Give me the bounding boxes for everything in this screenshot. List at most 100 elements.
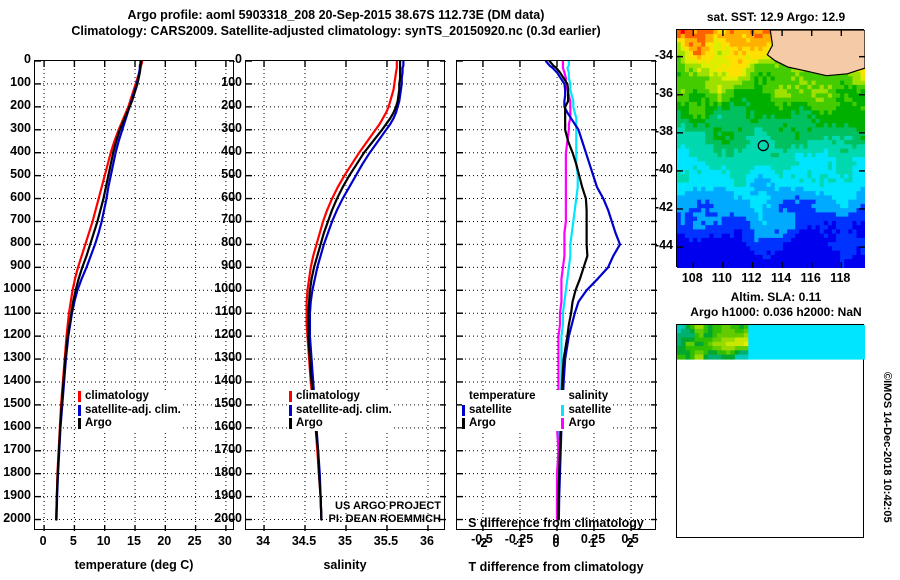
lon-tick-118: 118 — [830, 271, 851, 285]
lat-tick--36: -36 — [654, 85, 673, 100]
depth-tick-300: 300 — [221, 120, 242, 135]
lat-tick--40: -40 — [654, 161, 673, 176]
xtick-5: 5 — [69, 534, 77, 548]
difference-legend-heading: temperature — [469, 390, 536, 402]
depth-tick-400: 400 — [10, 143, 31, 158]
depth-tick-1400: 1400 — [214, 372, 242, 387]
depth-tick-0: 0 — [235, 52, 242, 66]
depth-tick-1500: 1500 — [3, 395, 31, 410]
depth-tick-1300: 1300 — [3, 350, 31, 365]
depth-tick-0: 0 — [24, 52, 31, 66]
depth-tick-1200: 1200 — [214, 327, 242, 342]
depth-tick-1600: 1600 — [214, 418, 242, 433]
temperature-legend-item-label: climatology — [85, 390, 149, 402]
copyright-watermark: ©IMOS 14-Dec-2018 10:42:05 — [881, 372, 893, 523]
depth-tick-1400: 1400 — [3, 372, 31, 387]
xtick-20: 20 — [157, 534, 172, 548]
sst-map-panel — [676, 29, 865, 268]
lon-tick-112: 112 — [741, 271, 762, 285]
xtick-35.5: 35.5 — [373, 534, 399, 548]
salinity-legend-item-label: satellite-adj. clim. — [296, 403, 392, 416]
depth-tick-1000: 1000 — [3, 281, 31, 296]
temperature-legend: climatology satellite-adj. clim. Argo — [78, 390, 181, 431]
xtick-25: 25 — [187, 534, 202, 548]
salinity-axis-label: salinity — [323, 558, 367, 572]
lon-tick-110: 110 — [711, 271, 732, 285]
sla-map-panel — [676, 324, 865, 538]
difference-legend-heading: salinity — [568, 390, 609, 402]
xtick-35: 35 — [338, 534, 352, 548]
legend-swatch-icon — [78, 404, 81, 416]
sdiff-tick-0.25: 0.25 — [580, 532, 606, 546]
legend-swatch-icon — [78, 418, 81, 430]
depth-tick-1600: 1600 — [3, 418, 31, 433]
legend-swatch-icon — [289, 404, 292, 416]
salinity-legend-item-label: Argo — [296, 417, 323, 429]
temperature-legend-item-row: Argo — [78, 417, 181, 431]
depth-tick-700: 700 — [221, 212, 242, 227]
depth-tick-1800: 1800 — [3, 464, 31, 479]
project-attribution: US ARGO PROJECT — [335, 500, 441, 512]
salinity-legend: climatology satellite-adj. clim. Argo — [289, 390, 392, 431]
xtick-15: 15 — [127, 534, 141, 548]
depth-tick-1100: 1100 — [3, 304, 31, 319]
depth-tick-500: 500 — [10, 166, 31, 181]
difference-legend-item-row: Argo — [462, 417, 535, 431]
depth-tick-1500: 1500 — [214, 395, 242, 410]
lon-tick-114: 114 — [771, 271, 792, 285]
tdiff-tick-1: 1 — [589, 536, 597, 550]
sdiff-tick-0.5: 0.5 — [621, 532, 639, 546]
legend-swatch-icon — [561, 418, 565, 430]
temperature-legend-item-row: climatology — [78, 390, 181, 404]
xtick-34.5: 34.5 — [291, 534, 317, 548]
legend-swatch-icon — [289, 418, 292, 430]
depth-tick-600: 600 — [10, 189, 31, 204]
sla-map-title-line2: Argo h1000: 0.036 h2000: NaN — [690, 305, 862, 319]
xtick-0: 0 — [39, 534, 47, 548]
depth-tick-1900: 1900 — [3, 487, 31, 502]
depth-tick-900: 900 — [10, 258, 31, 273]
tdiff-tick-2: 2 — [626, 536, 634, 550]
temperature-axis-label: temperature (deg C) — [74, 558, 194, 572]
lon-tick-108: 108 — [681, 271, 703, 285]
lat-tick--38: -38 — [654, 123, 673, 138]
temperature-legend-item-label: Argo — [85, 417, 112, 429]
xtick-10: 10 — [96, 534, 111, 548]
sla-map-title-line1: Altim. SLA: 0.11 — [730, 290, 822, 304]
difference-legend-item-label: Argo — [568, 417, 596, 429]
page-title-line2: Climatology: CARS2009. Satellite-adjuste… — [71, 24, 601, 38]
depth-tick-500: 500 — [221, 166, 242, 181]
depth-tick-2000: 2000 — [3, 510, 31, 525]
lon-tick-116: 116 — [800, 271, 821, 285]
tdiff-tick--1: -1 — [513, 536, 525, 550]
difference-legend-item-label: satellite — [469, 403, 512, 416]
depth-tick-300: 300 — [10, 120, 31, 135]
salinity-legend-item-label: climatology — [296, 390, 360, 402]
temperature-difference-axis-label: T difference from climatology — [468, 560, 644, 574]
sdiff-tick-0: 0 — [552, 532, 560, 546]
legend-swatch-icon — [78, 391, 81, 403]
difference-legend-column: salinity satellite Argo — [561, 390, 611, 431]
difference-legend-column: temperature satellite Argo — [462, 390, 535, 431]
lat-tick--44: -44 — [654, 238, 673, 253]
temperature-profile-panel — [34, 60, 235, 531]
legend-swatch-icon — [561, 404, 565, 416]
depth-tick-1100: 1100 — [214, 304, 242, 319]
salinity-difference-axis-label: S difference from climatology — [468, 516, 644, 530]
depth-tick-900: 900 — [221, 258, 242, 273]
depth-tick-1200: 1200 — [3, 327, 31, 342]
difference-profile-panel — [456, 60, 657, 531]
salinity-legend-item-row: climatology — [289, 390, 392, 404]
temperature-legend-item-row: satellite-adj. clim. — [78, 404, 181, 418]
depth-tick-100: 100 — [221, 74, 242, 89]
depth-tick-1700: 1700 — [214, 441, 242, 456]
depth-tick-1300: 1300 — [214, 350, 242, 365]
depth-tick-800: 800 — [221, 235, 242, 250]
temperature-legend-item-label: satellite-adj. clim. — [85, 403, 181, 416]
difference-legend: temperature satellite Argo salinity satellit… — [462, 390, 612, 431]
depth-tick-700: 700 — [10, 212, 31, 227]
depth-tick-100: 100 — [10, 74, 31, 89]
pi-attribution: PI: DEAN ROEMMICH — [328, 513, 441, 525]
depth-tick-600: 600 — [221, 189, 242, 204]
depth-tick-1700: 1700 — [3, 441, 31, 456]
